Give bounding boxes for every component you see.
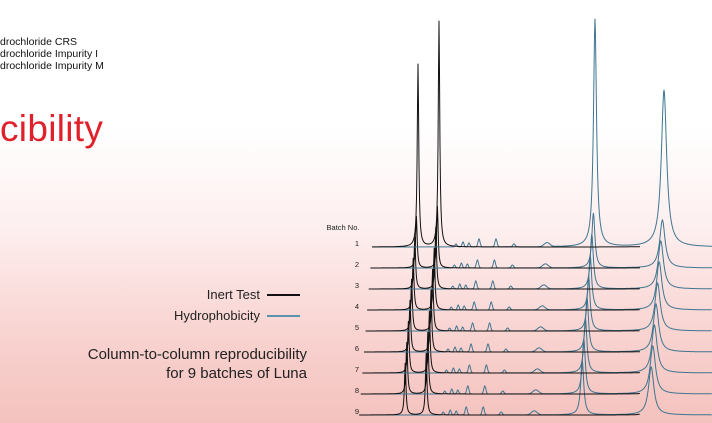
chart-legend: Inert Test Hydrophobicity <box>174 284 300 326</box>
batch-label-1: 1 <box>355 239 359 248</box>
legend-label-inert-test: Inert Test <box>206 287 260 302</box>
batch-label-2: 2 <box>355 260 359 269</box>
hydrophobicity-trace-batch-4 <box>367 254 712 311</box>
hydrophobicity-trace-batch-2 <box>370 212 712 269</box>
hydrophobicity-trace-batch-1 <box>372 18 712 248</box>
legend-label-hydrophobicity: Hydrophobicity <box>174 308 260 323</box>
hydrophobicity-trace-batch-6 <box>364 296 712 353</box>
caption-line-1: Column-to-column reproducibility <box>87 346 307 363</box>
inert-test-trace-batch-9 <box>359 352 640 416</box>
y-axis-label: Batch No. <box>327 223 360 232</box>
inert-test-trace-batch-4 <box>367 247 640 311</box>
inert-test-trace-batch-8 <box>360 331 640 395</box>
inert-test-trace-batch-1 <box>372 20 641 248</box>
inert-test-trace-batch-5 <box>365 268 640 332</box>
inert-test-trace-batch-6 <box>364 289 640 353</box>
legend-item-inert-test: Inert Test <box>174 284 300 305</box>
compound-crs: drochloride CRS <box>0 36 78 48</box>
legend-swatch-hydrophobicity <box>267 314 300 317</box>
batch-label-8: 8 <box>355 386 359 395</box>
inert-test-trace-batch-7 <box>362 310 640 374</box>
batch-label-9: 9 <box>355 407 359 416</box>
compound-list: drochloride CRS drochloride Impurity I d… <box>0 36 104 72</box>
hydrophobicity-trace-batch-9 <box>359 359 712 416</box>
hydrophobicity-trace-batch-3 <box>368 233 712 290</box>
batch-label-7: 7 <box>355 365 359 374</box>
legend-swatch-inert-test <box>267 293 300 296</box>
inert-test-trace-batch-2 <box>370 205 640 269</box>
legend-item-hydrophobicity: Hydrophobicity <box>174 305 300 326</box>
batch-label-3: 3 <box>355 281 359 290</box>
batch-label-5: 5 <box>355 323 359 332</box>
compound-impurity-i: drochloride Impurity I <box>0 48 99 60</box>
hydrophobicity-trace-batch-7 <box>362 317 712 374</box>
caption-line-2: for 9 batches of Luna <box>166 365 307 382</box>
batch-label-6: 6 <box>355 344 359 353</box>
hydrophobicity-trace-batch-8 <box>360 338 712 395</box>
chart-caption: Column-to-column reproducibility for 9 b… <box>88 345 307 383</box>
inert-test-trace-batch-3 <box>368 226 640 290</box>
batch-label-4: 4 <box>355 302 359 311</box>
compound-impurity-m: drochloride Impurity M <box>0 60 104 72</box>
page-title: cibility <box>0 108 104 149</box>
chromatogram-traces <box>359 18 712 416</box>
hydrophobicity-trace-batch-5 <box>365 275 712 332</box>
